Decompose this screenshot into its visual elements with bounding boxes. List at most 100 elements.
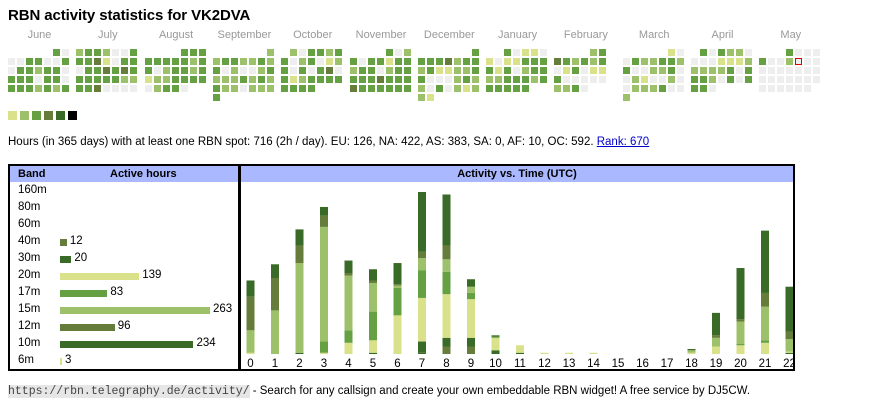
calendar-day[interactable]	[650, 67, 657, 74]
calendar-day[interactable]	[599, 67, 606, 74]
calendar-day[interactable]	[290, 76, 297, 83]
calendar-day[interactable]	[249, 58, 256, 65]
calendar-day[interactable]	[76, 85, 83, 92]
calendar-day[interactable]	[445, 76, 452, 83]
calendar-day[interactable]	[267, 76, 274, 83]
calendar-day[interactable]	[163, 76, 170, 83]
calendar-day[interactable]	[154, 85, 161, 92]
calendar-day[interactable]	[495, 76, 502, 83]
calendar-day[interactable]	[267, 85, 274, 92]
calendar-day[interactable]	[677, 58, 684, 65]
calendar-day[interactable]	[44, 76, 51, 83]
calendar-day[interactable]	[386, 76, 393, 83]
calendar-day[interactable]	[804, 49, 811, 56]
calendar-day[interactable]	[222, 67, 229, 74]
calendar-day[interactable]	[121, 67, 128, 74]
calendar-day[interactable]	[154, 58, 161, 65]
calendar-day[interactable]	[190, 58, 197, 65]
calendar-day[interactable]	[94, 85, 101, 92]
calendar-day[interactable]	[145, 85, 152, 92]
calendar-day[interactable]	[281, 76, 288, 83]
calendar-day[interactable]	[395, 85, 402, 92]
calendar-day[interactable]	[112, 76, 119, 83]
calendar-day[interactable]	[112, 67, 119, 74]
calendar-day[interactable]	[777, 67, 784, 74]
calendar-day[interactable]	[231, 67, 238, 74]
calendar-day[interactable]	[350, 85, 357, 92]
calendar-day[interactable]	[768, 85, 775, 92]
calendar-day[interactable]	[317, 67, 324, 74]
calendar-day[interactable]	[632, 85, 639, 92]
calendar-day[interactable]	[709, 76, 716, 83]
calendar-day[interactable]	[335, 76, 342, 83]
calendar-day[interactable]	[258, 67, 265, 74]
calendar-day[interactable]	[258, 85, 265, 92]
calendar-day[interactable]	[326, 67, 333, 74]
calendar-day[interactable]	[700, 58, 707, 65]
calendar-day[interactable]	[632, 76, 639, 83]
calendar-day[interactable]	[53, 67, 60, 74]
calendar-day[interactable]	[572, 76, 579, 83]
calendar-day[interactable]	[709, 67, 716, 74]
calendar-day[interactable]	[540, 58, 547, 65]
calendar-day[interactable]	[308, 85, 315, 92]
calendar-day[interactable]	[522, 67, 529, 74]
calendar-day[interactable]	[103, 58, 110, 65]
calendar-day[interactable]	[62, 49, 69, 56]
calendar-day[interactable]	[267, 67, 274, 74]
calendar-day[interactable]	[290, 58, 297, 65]
calendar-day[interactable]	[677, 76, 684, 83]
calendar-day[interactable]	[427, 85, 434, 92]
calendar-day[interactable]	[26, 76, 33, 83]
calendar-day[interactable]	[777, 85, 784, 92]
calendar-day[interactable]	[454, 76, 461, 83]
calendar-day[interactable]	[813, 58, 820, 65]
calendar-day[interactable]	[700, 85, 707, 92]
calendar-day[interactable]	[668, 58, 675, 65]
calendar-day[interactable]	[554, 58, 561, 65]
calendar-day[interactable]	[326, 49, 333, 56]
calendar-day[interactable]	[513, 85, 520, 92]
calendar-day[interactable]	[709, 85, 716, 92]
calendar-day[interactable]	[554, 76, 561, 83]
calendar-day[interactable]	[700, 49, 707, 56]
calendar-day[interactable]	[727, 67, 734, 74]
calendar-day[interactable]	[786, 58, 793, 65]
calendar-day[interactable]	[35, 76, 42, 83]
calendar-day[interactable]	[145, 76, 152, 83]
calendar-day[interactable]	[727, 49, 734, 56]
calendar-day[interactable]	[249, 76, 256, 83]
calendar-day[interactable]	[736, 58, 743, 65]
calendar-day[interactable]	[190, 67, 197, 74]
calendar-day[interactable]	[181, 67, 188, 74]
calendar-day[interactable]	[130, 85, 137, 92]
calendar-day[interactable]	[121, 76, 128, 83]
calendar-day[interactable]	[554, 85, 561, 92]
calendar-day[interactable]	[35, 85, 42, 92]
calendar-day[interactable]	[659, 58, 666, 65]
calendar-day-today[interactable]	[795, 58, 802, 65]
calendar-day[interactable]	[472, 67, 479, 74]
calendar-day[interactable]	[213, 58, 220, 65]
calendar-day[interactable]	[768, 76, 775, 83]
calendar-day[interactable]	[26, 67, 33, 74]
calendar-day[interactable]	[267, 49, 274, 56]
calendar-day[interactable]	[163, 58, 170, 65]
calendar-day[interactable]	[472, 58, 479, 65]
calendar-day[interactable]	[8, 67, 15, 74]
calendar-day[interactable]	[563, 85, 570, 92]
calendar-day[interactable]	[299, 67, 306, 74]
calendar-day[interactable]	[522, 49, 529, 56]
calendar-day[interactable]	[668, 85, 675, 92]
calendar-day[interactable]	[17, 67, 24, 74]
calendar-day[interactable]	[85, 67, 92, 74]
calendar-day[interactable]	[691, 85, 698, 92]
calendar-day[interactable]	[121, 58, 128, 65]
calendar-day[interactable]	[112, 85, 119, 92]
calendar-day[interactable]	[632, 58, 639, 65]
calendar-day[interactable]	[668, 67, 675, 74]
calendar-day[interactable]	[8, 85, 15, 92]
calendar-day[interactable]	[377, 85, 384, 92]
calendar-day[interactable]	[513, 49, 520, 56]
calendar-day[interactable]	[17, 76, 24, 83]
